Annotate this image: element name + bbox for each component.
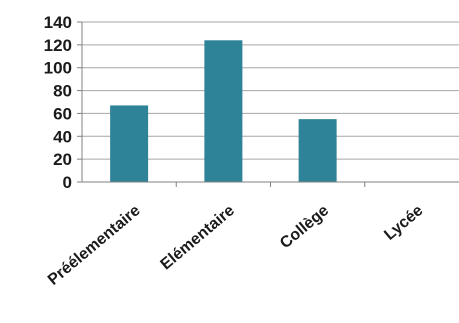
y-axis-tick-labels: 0 20 40 60 80 100 120 140: [44, 13, 72, 192]
bar-2: [298, 119, 337, 182]
y-tick-label: 60: [53, 104, 72, 123]
axes: [77, 21, 459, 187]
x-axis-category-labels: Préélementaire Elémentaire Collège Lycée: [45, 202, 427, 289]
y-tick-label: 40: [53, 127, 72, 146]
bar-0: [110, 105, 149, 182]
y-tick-label: 140: [44, 13, 72, 32]
x-category-label: Elémentaire: [158, 202, 238, 273]
y-tick-label: 80: [53, 82, 72, 101]
x-category-label: Collège: [277, 202, 332, 252]
x-category-label: Préélementaire: [45, 202, 144, 289]
y-tick-label: 100: [44, 59, 72, 78]
x-category-label: Lycée: [381, 202, 426, 244]
y-tick-label: 20: [53, 150, 72, 169]
bar-1: [204, 40, 243, 183]
bars: [110, 40, 337, 183]
y-tick-label: 0: [63, 173, 72, 192]
y-tick-label: 120: [44, 36, 72, 55]
